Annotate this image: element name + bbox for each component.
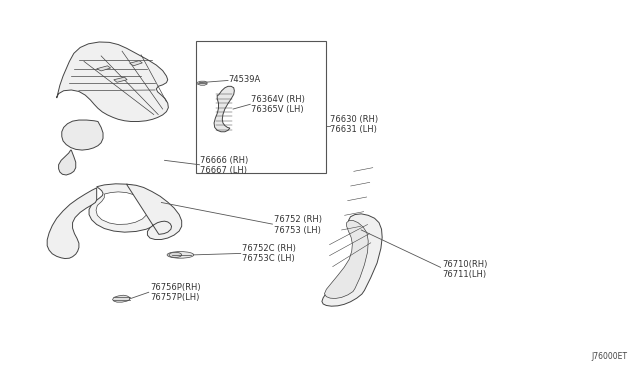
Text: 76364V (RH)
76365V (LH): 76364V (RH) 76365V (LH)	[252, 95, 305, 114]
Polygon shape	[89, 184, 164, 232]
Polygon shape	[196, 81, 207, 85]
Polygon shape	[57, 42, 168, 122]
Polygon shape	[214, 86, 234, 132]
Polygon shape	[62, 120, 103, 150]
Polygon shape	[113, 295, 130, 302]
Text: 76752 (RH)
76753 (LH): 76752 (RH) 76753 (LH)	[274, 215, 322, 234]
Polygon shape	[322, 214, 382, 306]
Text: 76710(RH)
76711(LH): 76710(RH) 76711(LH)	[442, 260, 487, 279]
Text: 76666 (RH)
76667 (LH): 76666 (RH) 76667 (LH)	[200, 156, 248, 175]
Bar	[196, 41, 326, 173]
Text: 76630 (RH)
76631 (LH): 76630 (RH) 76631 (LH)	[330, 115, 378, 134]
Polygon shape	[96, 192, 148, 224]
Text: J76000ET: J76000ET	[592, 352, 628, 361]
Polygon shape	[127, 184, 182, 240]
Ellipse shape	[167, 251, 194, 258]
Polygon shape	[130, 61, 142, 66]
Ellipse shape	[169, 252, 182, 257]
Polygon shape	[59, 150, 76, 175]
Text: 76752C (RH)
76753C (LH): 76752C (RH) 76753C (LH)	[242, 244, 296, 263]
Polygon shape	[114, 77, 127, 82]
Polygon shape	[324, 221, 368, 298]
Text: 76756P(RH)
76757P(LH): 76756P(RH) 76757P(LH)	[150, 283, 200, 302]
Polygon shape	[97, 66, 111, 71]
Text: 74539A: 74539A	[228, 75, 261, 84]
Polygon shape	[47, 188, 97, 259]
